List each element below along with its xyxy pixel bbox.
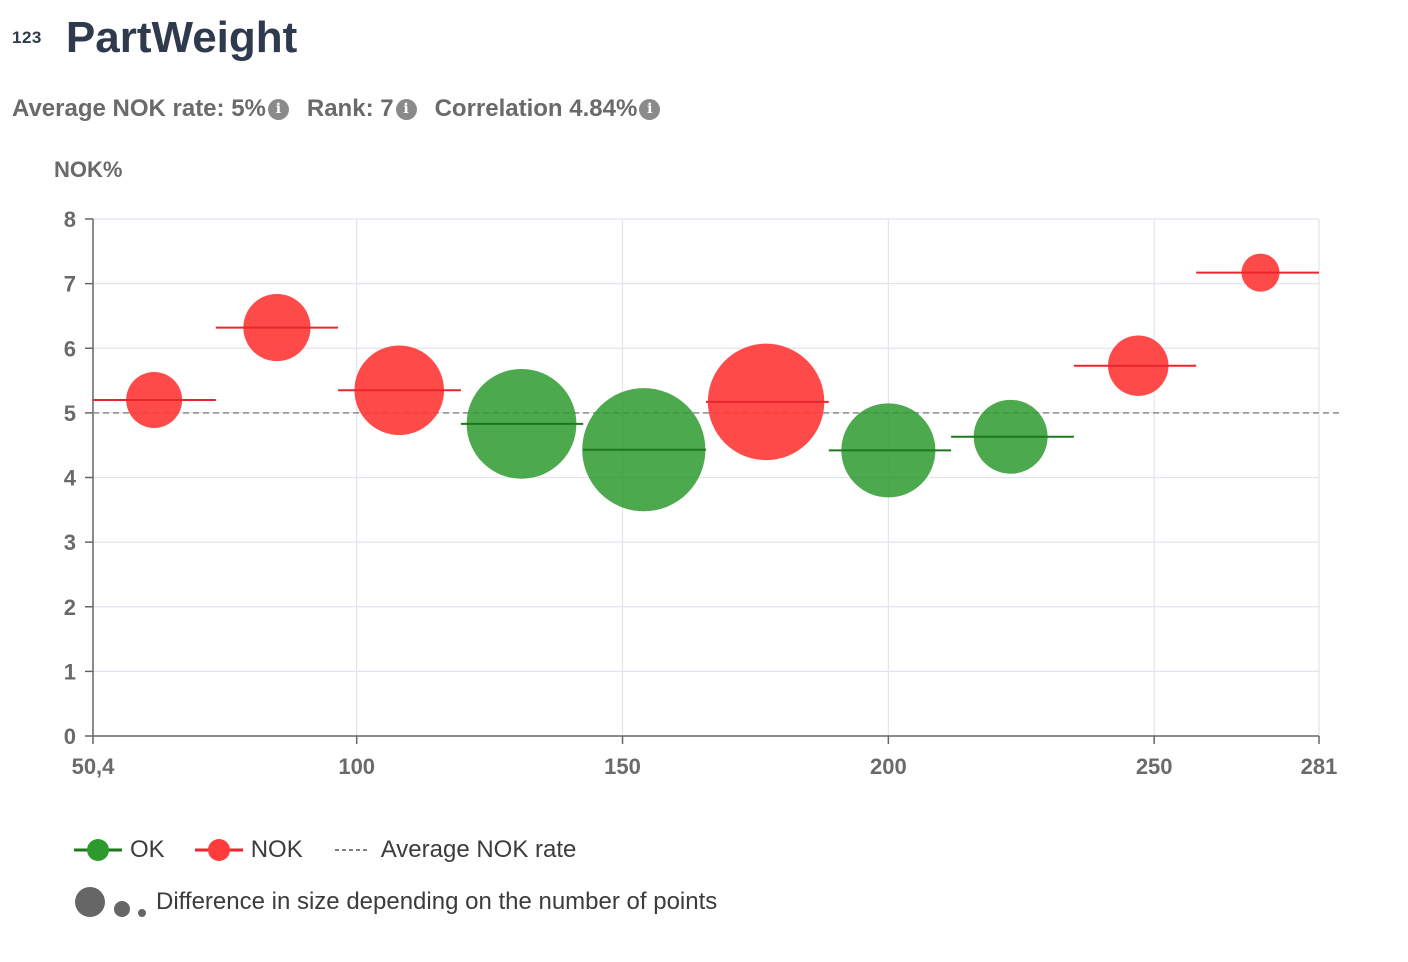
stats-bar: Average NOK rate: 5% i Rank: 7 i Correla…: [12, 92, 678, 126]
x-tick-label: 150: [604, 754, 641, 779]
legend: OK NOK Average NOK rate: [74, 832, 606, 868]
y-tick-label: 5: [64, 401, 76, 426]
legend-average-label: Average NOK rate: [380, 836, 577, 863]
legend-average-marker: [334, 849, 369, 851]
stat-average-nok-label: Average NOK rate: 5%: [12, 95, 266, 122]
stat-average-nok: Average NOK rate: 5% i: [12, 95, 289, 123]
numeric-type-badge: 123: [12, 28, 42, 47]
legend-item-average[interactable]: Average NOK rate: [333, 836, 577, 864]
x-tick-label: 281: [1301, 754, 1338, 779]
legend-ok-label: OK: [130, 836, 165, 863]
x-tick-label: 100: [338, 754, 375, 779]
y-tick-label: 4: [64, 466, 77, 491]
size-legend: Difference in size depending on the numb…: [74, 884, 717, 920]
stat-correlation: Correlation 4.84% i: [435, 95, 661, 123]
x-tick-label: 50,4: [72, 754, 116, 779]
info-icon[interactable]: i: [395, 98, 417, 120]
y-tick-label: 3: [64, 530, 76, 555]
legend-ok-marker: [74, 839, 122, 861]
stat-correlation-label: Correlation 4.84%: [434, 95, 638, 122]
size-legend-circles-icon: [75, 887, 146, 917]
y-tick-label: 7: [64, 272, 76, 297]
header: 123 PartWeight: [12, 8, 297, 68]
info-icon[interactable]: i: [267, 98, 289, 120]
legend-nok-marker: [194, 839, 243, 861]
y-tick-label: 2: [64, 595, 76, 620]
bubble-chart: NOK% 0 1 2 3 4 5 6 7 8 50,4 100 150 200 250 281: [54, 157, 1342, 779]
y-tick-label: 6: [64, 336, 76, 361]
size-legend-text: Difference in size depending on the numb…: [156, 888, 718, 915]
info-icon[interactable]: i: [639, 98, 661, 120]
legend-item-nok[interactable]: NOK: [194, 836, 303, 864]
stat-rank: Rank: 7 i: [307, 95, 417, 123]
y-tick-label: 1: [64, 659, 76, 684]
y-tick-label: 0: [64, 724, 76, 749]
legend-item-ok[interactable]: OK: [74, 836, 165, 864]
y-tick-label: 8: [64, 207, 76, 232]
legend-nok-label: NOK: [250, 836, 303, 863]
stat-rank-label: Rank: 7: [306, 95, 394, 122]
y-axis-title: NOK%: [54, 157, 122, 182]
page-title: PartWeight: [65, 13, 298, 62]
x-tick-label: 250: [1136, 754, 1173, 779]
x-tick-label: 200: [870, 754, 907, 779]
